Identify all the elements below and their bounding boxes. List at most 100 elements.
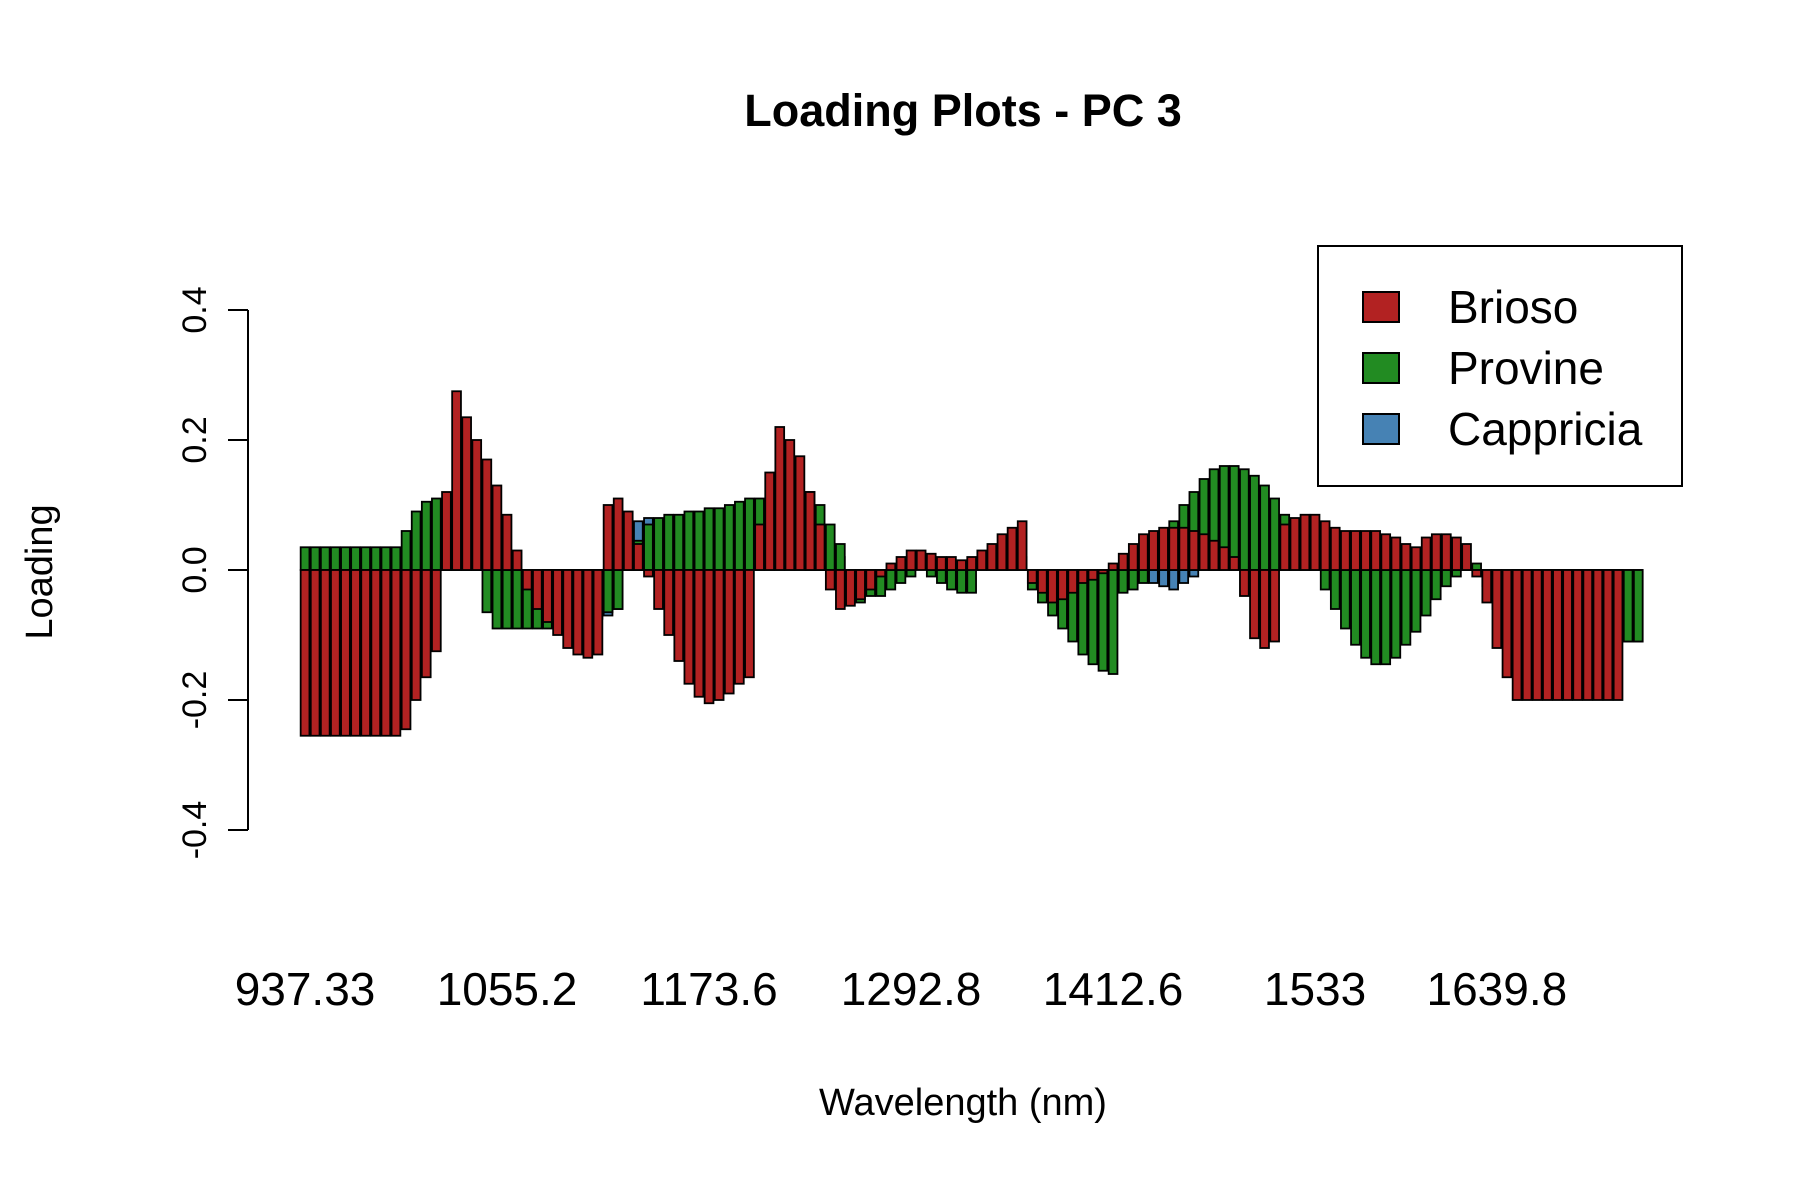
bar-brioso-98	[1289, 517, 1301, 571]
bar-brioso-44	[744, 569, 755, 679]
bar-provine-31	[612, 569, 624, 610]
bar-provine-132	[1632, 569, 1644, 643]
bar-provine-13	[431, 497, 442, 571]
bar-provine-106	[1370, 569, 1381, 666]
chart-title: Loading Plots - PC 3	[744, 85, 1182, 136]
bar-brioso-15	[451, 390, 462, 571]
x-tick-label: 1173.6	[640, 963, 777, 1015]
bar-provine-64	[946, 569, 957, 591]
bar-brioso-51	[814, 523, 826, 571]
bar-provine-105	[1360, 569, 1371, 659]
bar-brioso-55	[855, 569, 866, 601]
y-axis-label: Loading	[19, 504, 61, 639]
x-axis-label: Wavelength (nm)	[819, 1082, 1107, 1124]
bar-brioso-2	[319, 569, 331, 737]
bar-provine-83	[1138, 569, 1149, 584]
bar-brioso-87	[1178, 526, 1190, 571]
bar-brioso-73	[1037, 569, 1048, 594]
bar-provine-37	[673, 513, 685, 571]
bar-provine-102	[1329, 569, 1341, 610]
bar-brioso-110	[1410, 546, 1422, 571]
bar-brioso-1	[309, 569, 321, 737]
bar-brioso-94	[1249, 569, 1260, 640]
bar-brioso-20	[501, 513, 513, 571]
bar-brioso-18	[481, 458, 493, 571]
bar-brioso-76	[1067, 569, 1078, 594]
bar-brioso-92	[1228, 556, 1240, 571]
bar-provine-7	[370, 546, 382, 571]
bar-brioso-5	[350, 569, 361, 737]
bar-provine-116	[1471, 562, 1482, 571]
bar-provine-4	[340, 546, 351, 571]
legend-swatch-provine	[1362, 352, 1400, 384]
bar-provine-0	[299, 546, 311, 571]
bar-brioso-80	[1107, 562, 1119, 571]
bar-brioso-40	[703, 569, 715, 705]
y-tick-label: 0.2	[176, 416, 214, 463]
bar-brioso-17	[471, 439, 483, 571]
legend-swatch-cappricia	[1362, 413, 1400, 445]
bar-brioso-84	[1148, 530, 1159, 571]
bar-brioso-8	[380, 569, 392, 737]
bar-brioso-72	[1026, 569, 1038, 584]
x-tick-label: 1055.2	[437, 963, 578, 1015]
legend-swatch-brioso	[1362, 291, 1400, 323]
bar-cappricia-86	[1168, 569, 1179, 591]
bar-brioso-126	[1572, 569, 1583, 701]
bar-brioso-97	[1279, 523, 1291, 571]
bar-brioso-88	[1188, 530, 1200, 571]
bar-provine-92	[1228, 465, 1240, 571]
bar-provine-42	[723, 504, 735, 571]
bar-brioso-111	[1420, 536, 1432, 571]
bar-provine-35	[653, 517, 664, 571]
bar-provine-59	[895, 569, 907, 584]
bar-brioso-64	[946, 556, 957, 571]
bar-provine-80	[1107, 569, 1119, 675]
bar-brioso-65	[956, 559, 967, 571]
bar-brioso-125	[1562, 569, 1573, 701]
bar-brioso-130	[1612, 569, 1624, 701]
bar-provine-66	[966, 569, 977, 594]
bar-brioso-108	[1390, 536, 1402, 571]
bar-brioso-96	[1269, 569, 1280, 643]
bar-brioso-78	[1087, 569, 1099, 581]
bar-brioso-75	[1057, 569, 1068, 601]
legend-label-brioso: Brioso	[1448, 281, 1578, 333]
bar-brioso-68	[986, 543, 998, 571]
bar-brioso-13	[431, 569, 442, 653]
bar-provine-39	[693, 510, 705, 571]
bar-brioso-77	[1077, 569, 1089, 584]
bar-provine-104	[1350, 569, 1361, 646]
bar-provine-58	[885, 569, 897, 591]
bar-brioso-45	[754, 523, 765, 571]
legend-label-provine: Provine	[1448, 342, 1604, 394]
bar-cappricia-87	[1178, 569, 1190, 584]
bar-provine-12	[420, 500, 432, 571]
bar-brioso-23	[532, 569, 543, 610]
bar-provine-62	[925, 569, 937, 578]
bar-brioso-59	[895, 556, 907, 571]
bar-brioso-25	[552, 569, 563, 636]
bar-provine-108	[1390, 569, 1402, 659]
bar-brioso-57	[875, 569, 887, 578]
bar-brioso-0	[299, 569, 311, 737]
bar-brioso-41	[713, 569, 725, 701]
bar-brioso-74	[1047, 569, 1058, 604]
x-tick-label: 1533	[1264, 963, 1366, 1015]
bar-brioso-28	[582, 569, 594, 659]
bar-provine-82	[1127, 569, 1139, 591]
bar-provine-11	[410, 510, 422, 571]
bar-brioso-30	[602, 504, 614, 571]
bar-brioso-19	[491, 484, 503, 571]
bar-brioso-14	[441, 491, 452, 571]
x-tick-label: 1639.8	[1426, 963, 1567, 1015]
bar-brioso-33	[633, 543, 644, 571]
bar-provine-78	[1087, 569, 1099, 666]
bar-brioso-69	[996, 533, 1008, 571]
bar-brioso-47	[774, 426, 786, 571]
bar-brioso-39	[693, 569, 705, 698]
bar-brioso-38	[683, 569, 695, 685]
bar-provine-96	[1269, 497, 1280, 571]
bar-brioso-21	[511, 549, 523, 571]
